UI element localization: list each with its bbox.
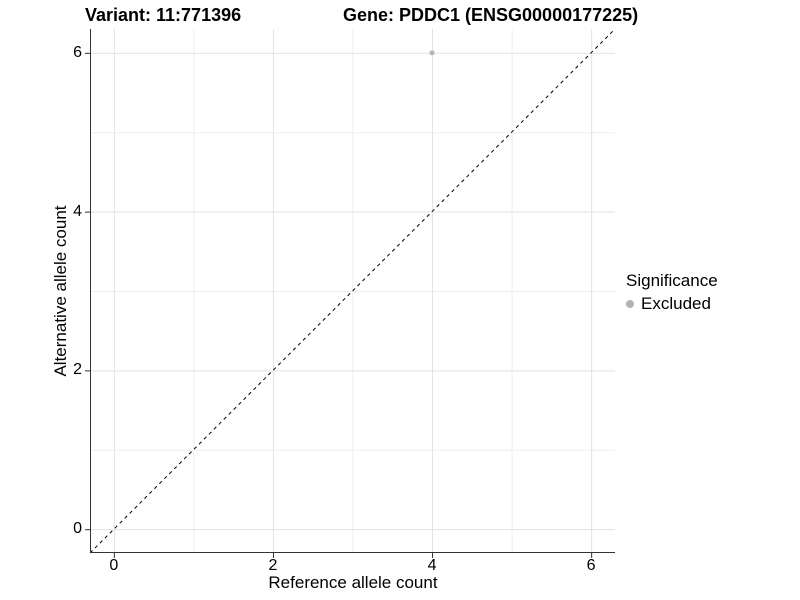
plot-panel — [85, 28, 616, 558]
legend-title: Significance — [626, 271, 718, 290]
legend-item: Excluded — [626, 294, 718, 314]
legend: Significance Excluded — [626, 271, 718, 314]
legend-items: Excluded — [626, 294, 718, 314]
x-tick-label: 4 — [427, 557, 437, 574]
y-tick-label: 6 — [73, 43, 82, 61]
scatter-plot-canvas — [85, 28, 616, 558]
data-point — [429, 50, 435, 56]
x-tick-label: 2 — [268, 557, 278, 574]
y-tick-label: 0 — [73, 520, 82, 538]
x-tick-label: 6 — [586, 557, 596, 574]
y-tick-label: 4 — [73, 202, 82, 220]
x-tick-label: 0 — [109, 557, 119, 574]
legend-item-label: Excluded — [641, 294, 711, 313]
plot-title-variant: Variant: 11:771396 — [85, 5, 242, 25]
plot-title-gene: Gene: PDDC1 (ENSG00000177225) — [343, 5, 639, 25]
y-axis-title: Alternative allele count — [51, 205, 70, 377]
legend-key-dot-icon — [626, 300, 634, 308]
y-tick-label: 2 — [73, 361, 82, 379]
identity-dashed-line — [89, 28, 616, 554]
x-axis-title: Reference allele count — [268, 573, 438, 592]
